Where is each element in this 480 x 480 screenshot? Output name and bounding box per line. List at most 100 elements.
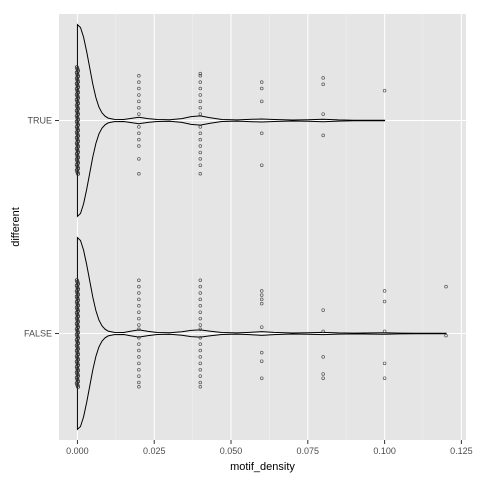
data-point [75, 94, 80, 99]
violin-false [76, 236, 447, 431]
data-point [321, 308, 325, 312]
data-point [137, 157, 141, 161]
data-point [74, 289, 79, 294]
data-point [137, 380, 141, 385]
data-point [137, 172, 141, 176]
data-point [259, 99, 264, 104]
data-point [74, 294, 79, 299]
plot-panel [59, 14, 466, 440]
data-point [75, 164, 80, 169]
data-point [75, 285, 80, 290]
data-point [74, 364, 79, 369]
y-tick-label: FALSE [24, 329, 52, 339]
data-point [259, 163, 264, 167]
data-point [198, 74, 203, 78]
data-point [259, 131, 264, 136]
data-point [259, 293, 264, 297]
data-point [259, 289, 264, 293]
data-point [75, 126, 80, 131]
data-point [382, 289, 387, 293]
data-point [75, 312, 80, 317]
data-point [137, 374, 141, 378]
data-point [137, 125, 141, 129]
data-point [74, 359, 79, 364]
data-point [74, 168, 79, 173]
data-point [74, 283, 79, 288]
data-point [198, 348, 203, 353]
data-point [137, 86, 141, 91]
data-point [137, 355, 141, 359]
data-point [137, 385, 141, 389]
data-point [137, 327, 141, 331]
data-point [137, 74, 141, 78]
data-point [75, 121, 80, 126]
data-point [259, 350, 264, 355]
x-axis-title: motif_density [230, 461, 295, 473]
data-point [198, 380, 203, 385]
data-point [259, 80, 264, 84]
data-point [137, 367, 141, 372]
data-point [74, 103, 79, 108]
data-point [75, 355, 80, 360]
data-point [75, 169, 80, 174]
data-point [74, 375, 79, 380]
data-point [74, 321, 79, 326]
violin-true [76, 23, 386, 218]
x-tick-label: 0.100 [373, 446, 396, 456]
data-point [382, 299, 387, 304]
data-point [137, 137, 141, 142]
data-point [75, 350, 80, 355]
data-point [198, 93, 203, 97]
data-point [74, 332, 79, 337]
data-point [75, 137, 80, 142]
data-point [74, 343, 79, 348]
data-point [74, 92, 79, 97]
data-point [74, 337, 79, 342]
y-axis-ticks: TRUE FALSE [24, 116, 59, 339]
data-point [74, 381, 79, 386]
data-point [75, 104, 80, 109]
data-point [75, 345, 80, 350]
data-point [75, 132, 80, 137]
data-point [75, 372, 80, 377]
data-point [74, 162, 79, 167]
data-point [198, 304, 203, 308]
data-point [75, 110, 80, 115]
data-point [321, 76, 325, 80]
data-point [74, 130, 79, 135]
data-point [75, 67, 80, 72]
data-point [321, 112, 325, 116]
data-point [137, 144, 141, 148]
data-point [198, 297, 203, 302]
data-point [74, 354, 79, 359]
data-points [74, 65, 448, 389]
data-point [382, 329, 387, 334]
data-point [198, 150, 203, 155]
x-tick-label: 0.025 [143, 446, 166, 456]
data-point [137, 105, 141, 110]
data-point [198, 86, 203, 91]
data-point [75, 307, 80, 312]
data-point [137, 323, 141, 327]
data-point [75, 317, 80, 322]
data-point [198, 99, 203, 104]
data-point [74, 81, 79, 86]
data-point [74, 299, 79, 304]
data-point [198, 71, 203, 76]
data-point [75, 361, 80, 366]
data-point [137, 99, 141, 104]
data-point [74, 70, 79, 75]
data-point [137, 304, 141, 308]
data-point [259, 376, 264, 380]
data-point [444, 333, 448, 338]
y-axis-title: different [10, 207, 22, 247]
data-point [198, 342, 203, 346]
data-point [259, 297, 264, 302]
data-point [75, 83, 80, 88]
violins [76, 23, 447, 431]
data-point [137, 342, 141, 346]
data-point [74, 151, 79, 156]
data-point [74, 326, 79, 331]
y-tick-label: TRUE [28, 116, 53, 126]
data-point [198, 316, 203, 321]
